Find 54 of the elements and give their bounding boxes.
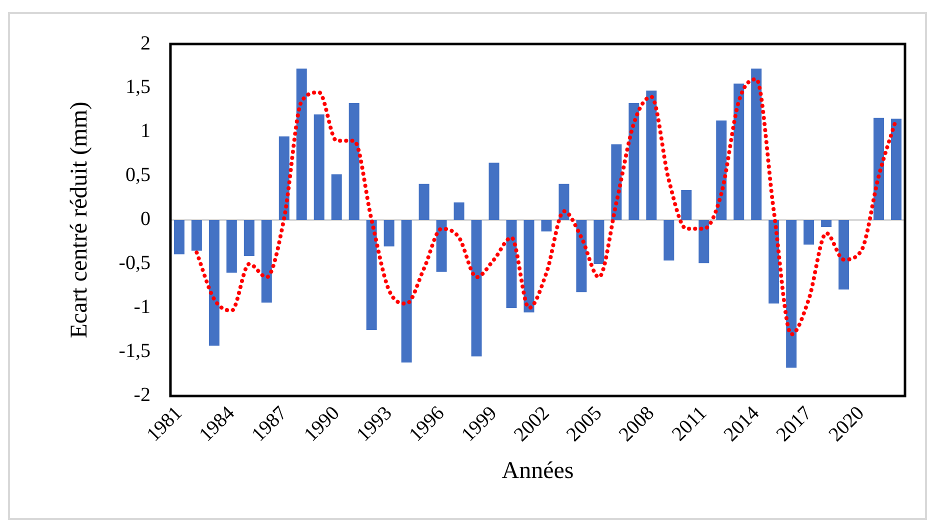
y-tick-label: -1 <box>134 296 150 318</box>
bar <box>244 220 254 256</box>
bar <box>418 184 430 220</box>
y-tick-label: 1,5 <box>125 76 150 98</box>
bar <box>804 220 814 245</box>
bar <box>698 220 710 264</box>
bar <box>751 68 762 220</box>
bar <box>891 118 902 220</box>
line-series <box>194 77 898 336</box>
bar <box>838 220 850 290</box>
y-tick-label: 1 <box>140 120 150 142</box>
bar <box>348 102 360 220</box>
bar <box>576 220 587 292</box>
bar <box>734 84 744 220</box>
bar <box>874 118 884 220</box>
bar <box>786 220 797 368</box>
bar <box>768 220 780 304</box>
y-tick-label: 0 <box>140 208 150 230</box>
y-tick-label: -0,5 <box>118 252 150 274</box>
bar <box>646 90 657 220</box>
y-tick-label: 2 <box>140 32 150 54</box>
bar <box>821 220 832 228</box>
bar <box>558 184 570 220</box>
bar <box>331 174 342 220</box>
x-tick-label: 2011 <box>668 402 712 446</box>
bar <box>524 220 534 312</box>
bar <box>471 220 482 356</box>
bar <box>664 220 674 260</box>
x-axis-title: Années <box>502 458 574 484</box>
x-tick-label: 1999 <box>457 402 502 446</box>
bar <box>174 220 184 254</box>
y-tick-label: -1,5 <box>118 340 150 362</box>
bar <box>488 162 500 220</box>
bar <box>541 220 552 232</box>
bar <box>716 120 727 220</box>
bar <box>401 220 412 363</box>
y-axis-title: Ecart centré réduit (mm) <box>66 102 93 338</box>
bar <box>628 102 640 220</box>
bar <box>296 68 307 220</box>
bar <box>191 220 202 251</box>
bar <box>208 220 220 346</box>
y-tick-label: 0,5 <box>125 164 150 186</box>
bar <box>261 220 272 303</box>
bar <box>454 202 464 220</box>
bar <box>226 220 237 273</box>
bar <box>594 220 604 264</box>
bar <box>366 220 377 330</box>
bar <box>314 114 324 220</box>
bar <box>384 220 394 246</box>
x-tick-label: 1990 <box>300 402 344 446</box>
bar <box>506 220 517 308</box>
x-tick-label: 1993 <box>352 402 396 446</box>
bar <box>681 190 692 220</box>
bar <box>436 220 447 272</box>
